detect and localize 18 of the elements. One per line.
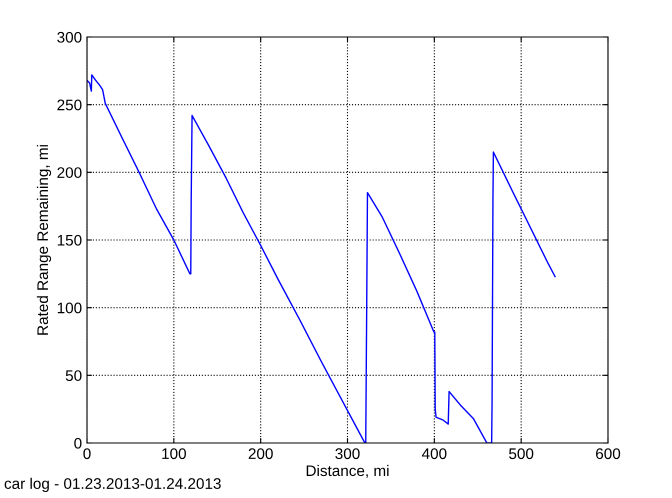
x-tick-label: 300 bbox=[335, 448, 360, 460]
y-axis-title: Rated Range Remaining, mi bbox=[36, 145, 52, 335]
y-tick-label: 250 bbox=[57, 100, 82, 110]
line-series bbox=[87, 74, 556, 443]
y-tick-label: 100 bbox=[58, 302, 82, 314]
text: car log - 01.23.2013-01.24.2013 bbox=[4, 478, 221, 492]
y-tick-label: 200 bbox=[57, 167, 82, 178]
x-tick-label: 500 bbox=[509, 448, 534, 460]
y-tick-label: 300 bbox=[57, 32, 82, 43]
y-tick-label: 50 bbox=[66, 370, 82, 382]
y-tick-label: 150 bbox=[58, 234, 82, 246]
x-axis-title: Distance, mi bbox=[306, 464, 388, 478]
x-tick-label: 100 bbox=[162, 448, 186, 460]
x-tick-label: 0 bbox=[83, 448, 91, 460]
x-tick-label: 600 bbox=[596, 448, 620, 460]
y-tick-label: 0 bbox=[74, 438, 82, 449]
x-tick-label: 400 bbox=[422, 448, 446, 460]
x-tick-label: 200 bbox=[248, 448, 273, 460]
